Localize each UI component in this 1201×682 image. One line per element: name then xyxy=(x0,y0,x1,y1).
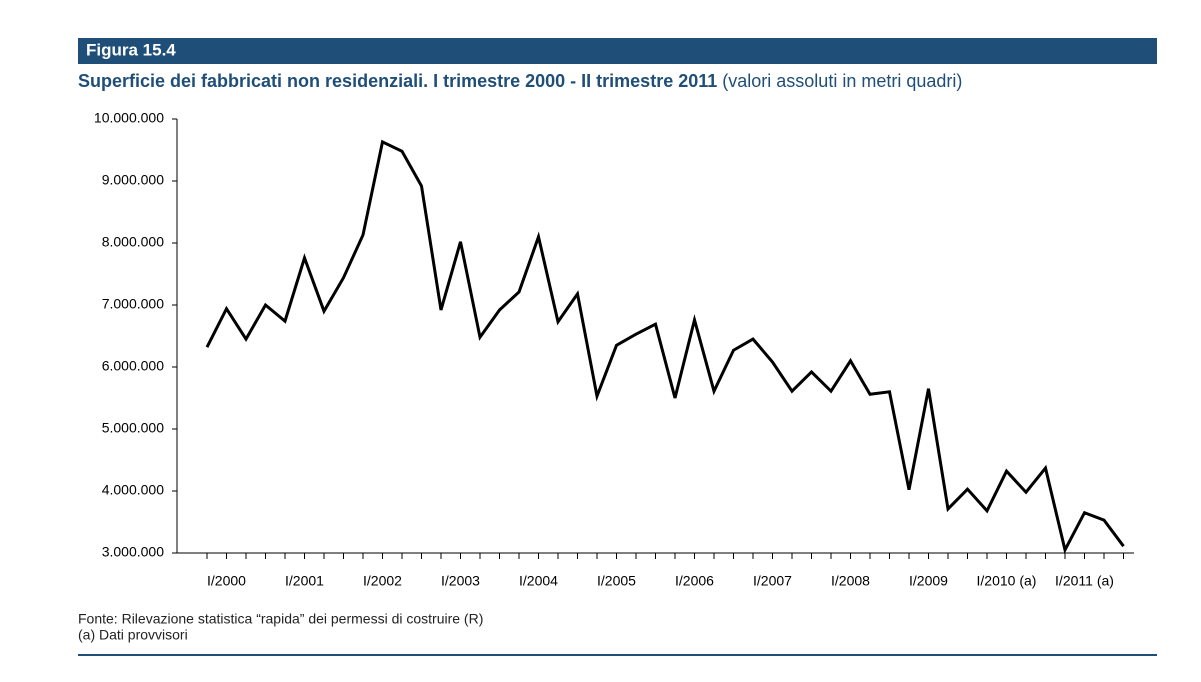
header-bar xyxy=(78,38,1157,64)
footnote: (a) Dati provvisori xyxy=(78,627,188,643)
y-tick-label: 7.000.000 xyxy=(102,296,164,312)
x-tick-label: I/2000 xyxy=(207,573,246,589)
chart-title-line: Superficie dei fabbricati non residenzia… xyxy=(78,71,962,91)
y-tick-label: 3.000.000 xyxy=(102,544,164,560)
x-tick-label: I/2001 xyxy=(285,573,324,589)
x-tick-label: I/2008 xyxy=(831,573,870,589)
y-tick-label: 6.000.000 xyxy=(102,358,164,374)
x-tick-label: I/2006 xyxy=(675,573,714,589)
x-tick-label: I/2010 (a) xyxy=(977,573,1037,589)
x-tick-label: I/2011 (a) xyxy=(1055,573,1114,589)
y-tick-label: 9.000.000 xyxy=(102,172,164,188)
x-tick-label: I/2009 xyxy=(909,573,948,589)
data-line xyxy=(205,139,1125,555)
chart-subtitle: (valori assoluti in metri quadri) xyxy=(722,71,962,91)
figure-label: Figura 15.4 xyxy=(86,40,176,59)
y-tick-label: 5.000.000 xyxy=(102,420,164,436)
y-tick-label: 8.000.000 xyxy=(102,234,164,250)
x-tick-label: I/2004 xyxy=(519,573,558,589)
chart-title: Superficie dei fabbricati non residenzia… xyxy=(78,71,717,91)
y-tick-label: 10.000.000 xyxy=(94,110,164,126)
x-tick-label: I/2005 xyxy=(597,573,636,589)
source-note: Fonte: Rilevazione statistica “rapida” d… xyxy=(78,611,483,627)
x-tick-label: I/2003 xyxy=(441,573,480,589)
x-tick-label: I/2002 xyxy=(363,573,402,589)
y-tick-label: 4.000.000 xyxy=(102,482,164,498)
x-tick-label: I/2007 xyxy=(753,573,792,589)
